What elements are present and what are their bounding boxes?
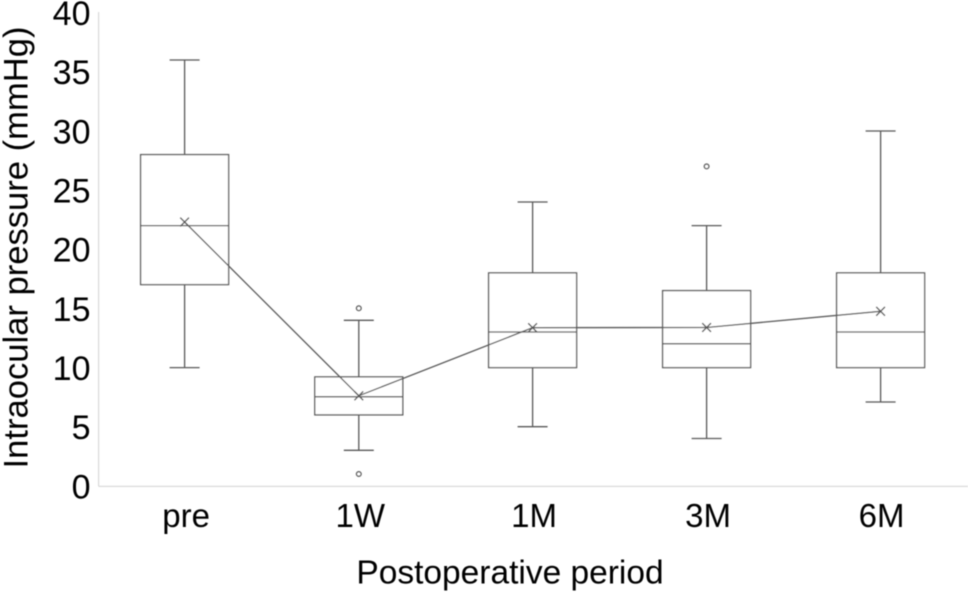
svg-text:Postoperative period: Postoperative period <box>356 554 663 591</box>
svg-text:25: 25 <box>53 173 91 211</box>
svg-text:3M: 3M <box>685 497 731 534</box>
svg-text:5: 5 <box>72 409 91 447</box>
svg-text:1M: 1M <box>511 497 557 534</box>
svg-text:6M: 6M <box>859 497 905 534</box>
svg-text:40: 40 <box>53 0 91 33</box>
svg-text:10: 10 <box>53 350 91 388</box>
svg-text:20: 20 <box>53 232 91 270</box>
svg-text:30: 30 <box>53 113 91 151</box>
svg-text:0: 0 <box>72 468 91 506</box>
svg-text:Intraocular pressure (mmHg): Intraocular pressure (mmHg) <box>0 27 36 469</box>
svg-text:35: 35 <box>53 54 91 92</box>
svg-text:pre: pre <box>162 497 210 534</box>
svg-text:15: 15 <box>53 291 91 329</box>
svg-text:1W: 1W <box>336 497 386 534</box>
